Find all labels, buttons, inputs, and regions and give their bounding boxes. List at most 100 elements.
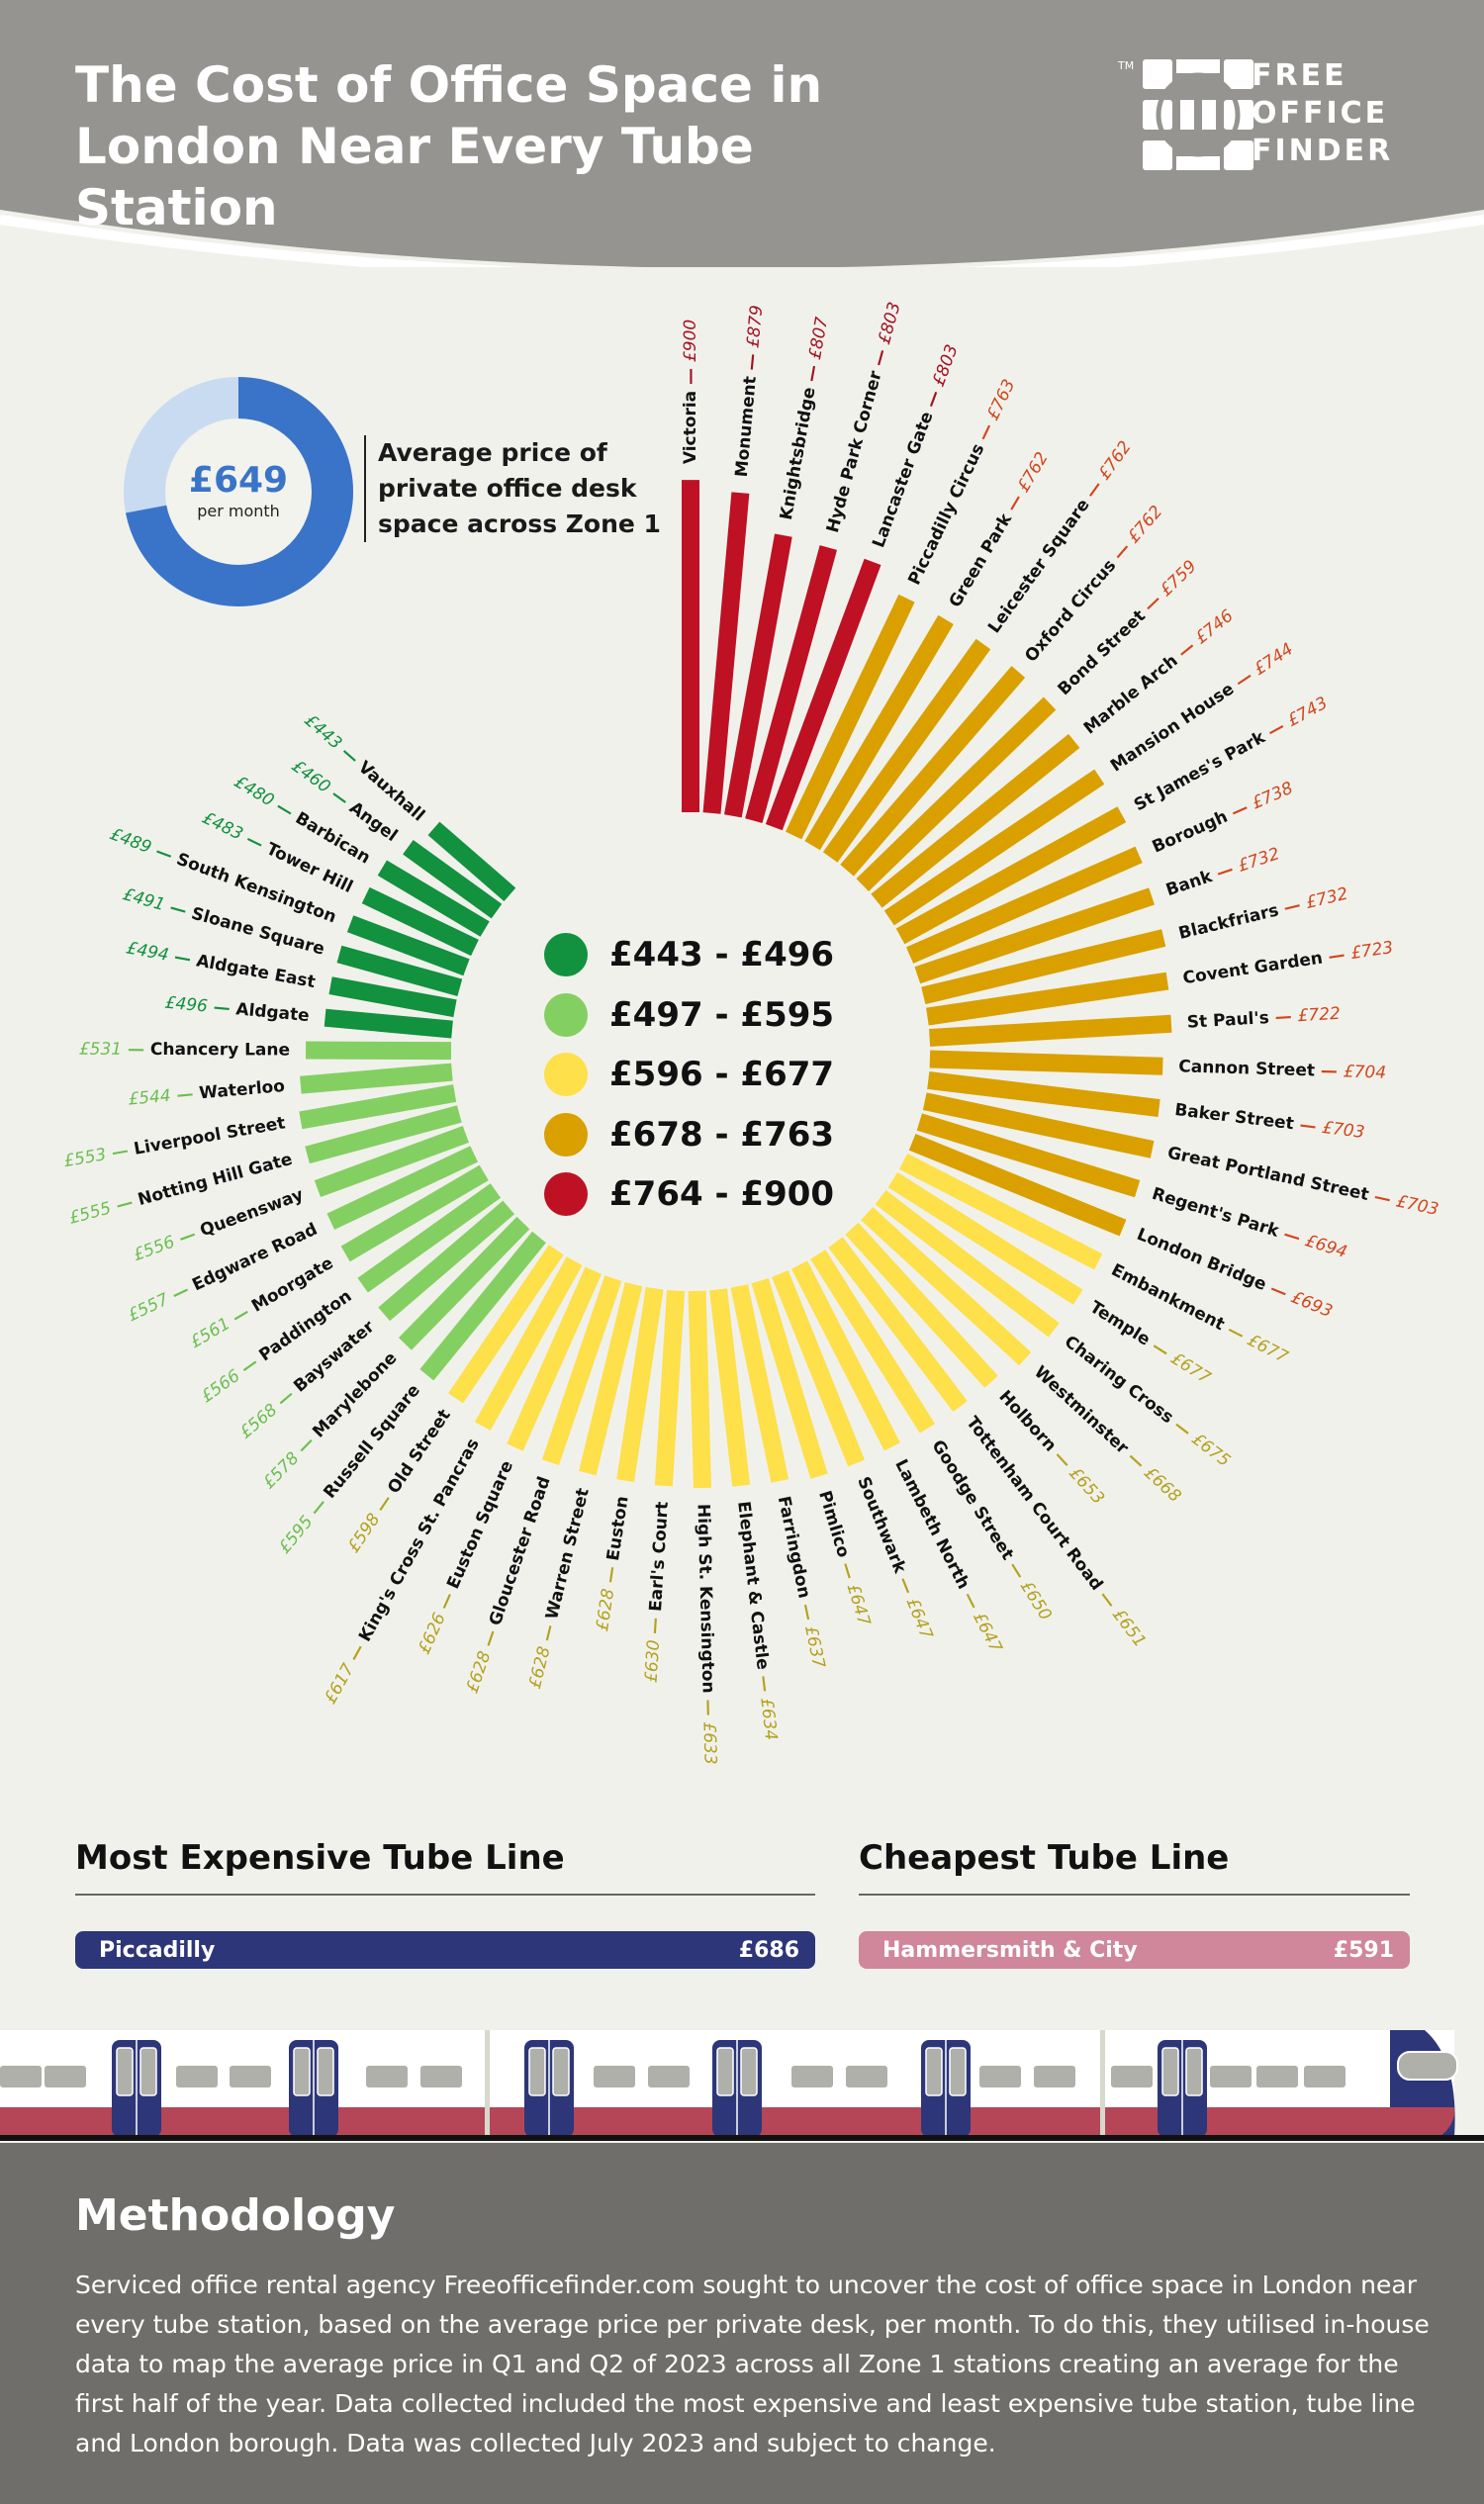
bar-green-park bbox=[804, 614, 954, 851]
logo-text: FREE OFFICE FINDER bbox=[1252, 58, 1394, 168]
bar-label: £598 — Old Street bbox=[344, 1406, 455, 1556]
station-price: £628 bbox=[525, 1644, 555, 1691]
station-name: Southwark bbox=[853, 1474, 909, 1577]
bar-euston bbox=[616, 1286, 664, 1482]
bar-monument bbox=[702, 492, 750, 814]
logo-mark-icon bbox=[1143, 59, 1253, 170]
train-window bbox=[366, 2066, 408, 2087]
station-price: £544 bbox=[128, 1086, 172, 1110]
cheapest-line-heading: Cheapest Tube Line bbox=[859, 1838, 1230, 1878]
station-price: £732 bbox=[1236, 844, 1282, 877]
bar-paddington bbox=[357, 1183, 502, 1293]
station-name: Chancery Lane bbox=[150, 1040, 290, 1061]
station-name: Hyde Park Corner bbox=[823, 368, 886, 534]
tube-train-illustration bbox=[0, 2030, 1484, 2141]
bar-label: St Paul's — £722 bbox=[1186, 1004, 1341, 1033]
station-price: £653 bbox=[1065, 1463, 1108, 1508]
bar-piccadilly-circus bbox=[786, 594, 915, 840]
donut-fill bbox=[124, 377, 353, 606]
expensive-line-bar: Piccadilly £686 bbox=[75, 1931, 815, 1969]
legend-item: £443 - £496 bbox=[544, 925, 834, 985]
average-value: £649 bbox=[188, 460, 289, 501]
bar-covent-garden bbox=[926, 972, 1169, 1026]
bar-label: Blackfriars — £732 bbox=[1176, 884, 1349, 944]
bar-sloane-square bbox=[336, 945, 463, 996]
methodology-heading: Methodology bbox=[75, 2190, 396, 2241]
station-price: £647 bbox=[843, 1582, 875, 1628]
bar-baker-street bbox=[927, 1071, 1160, 1117]
station-price: £677 bbox=[1244, 1331, 1291, 1368]
track bbox=[0, 2135, 1484, 2141]
bar-waterloo bbox=[300, 1063, 453, 1094]
bar-label: Oxford Circus — £762 bbox=[1021, 502, 1166, 666]
bar-king-s-cross-st-pancras bbox=[475, 1256, 583, 1431]
bar-label: £496 — Aldgate bbox=[164, 993, 311, 1026]
station-price: £489 bbox=[107, 824, 154, 858]
bar-borough bbox=[905, 846, 1143, 964]
bar-old-street bbox=[448, 1245, 564, 1404]
average-caption: Average price of private office desk spa… bbox=[364, 435, 671, 542]
station-name: Temple bbox=[1086, 1297, 1154, 1349]
bar-great-portland-street bbox=[922, 1092, 1155, 1159]
station-name: Regent's Park bbox=[1150, 1184, 1282, 1242]
bar-hyde-park-corner bbox=[745, 545, 838, 823]
station-price: £762 bbox=[1014, 449, 1053, 496]
bar-regent-s-park bbox=[916, 1113, 1141, 1198]
bar-label: Farringdon — £637 bbox=[774, 1495, 829, 1671]
bar-label: Bank — £732 bbox=[1163, 844, 1282, 900]
station-name: Victoria bbox=[681, 391, 700, 464]
station-price: £628 bbox=[593, 1587, 618, 1632]
bar-tottenham-court-road bbox=[828, 1237, 968, 1412]
bar-pimlico bbox=[751, 1277, 828, 1479]
bar-gloucester-road bbox=[541, 1275, 622, 1466]
divider bbox=[859, 1894, 1410, 1896]
radial-bar-chart: Victoria — £900 Monument — £879 Knightsbri… bbox=[62, 300, 1440, 1765]
station-price: £633 bbox=[698, 1721, 719, 1765]
expensive-line-name: Piccadilly bbox=[99, 1937, 216, 1963]
legend-item: £678 - £763 bbox=[544, 1105, 834, 1165]
bar-label: Knightsbridge — £807 bbox=[777, 316, 833, 521]
bar-label: £630 — Earl's Court bbox=[642, 1501, 673, 1683]
station-price: £531 bbox=[79, 1040, 122, 1060]
station-price: £732 bbox=[1304, 884, 1350, 914]
station-price: £744 bbox=[1251, 639, 1297, 680]
methodology-section: Methodology Serviced office rental agenc… bbox=[0, 2143, 1484, 2504]
bar-label: Covent Garden — £723 bbox=[1181, 938, 1394, 988]
expensive-line-price: £686 bbox=[738, 1937, 799, 1963]
station-name: Warren Street bbox=[542, 1486, 594, 1622]
train-window bbox=[45, 2066, 86, 2087]
carriage-gap bbox=[1100, 2030, 1105, 2137]
bar-liverpool-street bbox=[299, 1084, 457, 1130]
bar-charing-cross bbox=[875, 1190, 1060, 1338]
train-window bbox=[0, 2066, 42, 2087]
station-name: Cannon Street bbox=[1178, 1057, 1315, 1080]
legend-swatch bbox=[544, 992, 588, 1037]
bar-bayswater bbox=[378, 1200, 515, 1322]
train-window bbox=[1304, 2066, 1345, 2087]
bar-angel bbox=[403, 839, 503, 919]
station-price: £675 bbox=[1188, 1430, 1235, 1471]
divider bbox=[75, 1894, 815, 1896]
bar-blackfriars bbox=[921, 929, 1166, 1005]
bar-aldgate-east bbox=[328, 976, 457, 1018]
station-name: Earl's Court bbox=[646, 1501, 673, 1612]
station-name: Baker Street bbox=[1173, 1100, 1295, 1134]
station-price: £762 bbox=[1124, 502, 1166, 547]
train-window bbox=[1034, 2066, 1075, 2087]
train-window bbox=[979, 2066, 1021, 2087]
station-name: Liverpool Street bbox=[133, 1113, 287, 1159]
station-name: Euston bbox=[603, 1495, 633, 1562]
train-cab-window bbox=[1397, 2051, 1458, 2081]
station-name: Blackfriars bbox=[1176, 900, 1280, 944]
station-price: £626 bbox=[415, 1610, 450, 1657]
bar-bank bbox=[914, 887, 1155, 984]
station-price: £494 bbox=[125, 938, 170, 965]
bar-barbican bbox=[377, 860, 490, 937]
legend-label: £678 - £763 bbox=[609, 1114, 835, 1155]
station-name: Elephant & Castle bbox=[733, 1500, 773, 1670]
train-window bbox=[176, 2066, 218, 2087]
bar-lambeth-north bbox=[791, 1260, 900, 1451]
bar-label: Marble Arch — £746 bbox=[1080, 606, 1238, 739]
bar-st-paul-s bbox=[929, 1014, 1172, 1047]
station-price: £879 bbox=[744, 305, 768, 349]
